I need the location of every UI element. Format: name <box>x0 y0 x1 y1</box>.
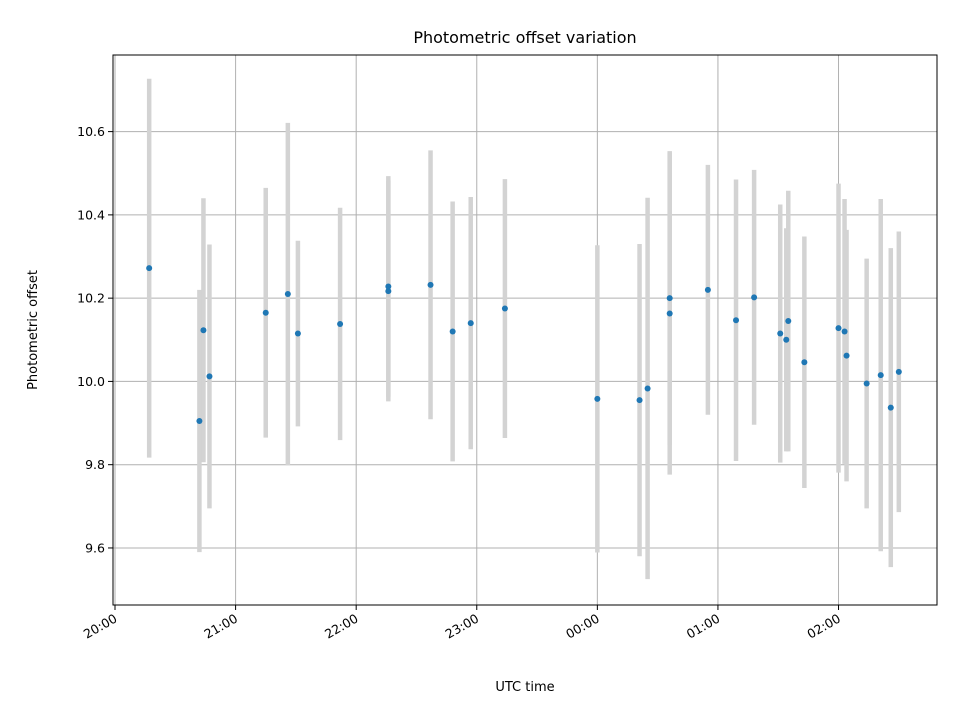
data-point <box>644 385 651 392</box>
plot-frame <box>112 54 938 606</box>
data-point <box>262 309 269 316</box>
data-point <box>704 286 711 293</box>
data-point <box>284 290 291 297</box>
y-tick-label: 9.8 <box>85 457 105 472</box>
data-point <box>501 305 508 312</box>
y-axis-label: Photometric offset <box>26 270 41 390</box>
y-tick-label: 10.6 <box>77 124 105 139</box>
data-point <box>427 281 434 288</box>
data-point <box>467 320 474 327</box>
data-point <box>294 330 301 337</box>
x-axis-label: UTC time <box>495 680 554 695</box>
data-point <box>636 397 643 404</box>
data-point <box>783 336 790 343</box>
data-point <box>385 288 392 295</box>
data-point <box>751 294 758 301</box>
y-axis: 9.6 9.8 10.0 10.2 10.4 10.6 <box>77 124 113 555</box>
data-point <box>835 325 842 332</box>
data-point <box>594 395 601 402</box>
data-point <box>666 310 673 317</box>
data-point <box>843 352 850 359</box>
data-points <box>146 265 902 424</box>
data-point <box>877 372 884 379</box>
data-point <box>733 317 740 324</box>
y-tick-label: 10.2 <box>77 291 105 306</box>
data-point <box>449 328 456 335</box>
data-point <box>206 373 213 380</box>
data-point <box>337 320 344 327</box>
data-point <box>196 417 203 424</box>
data-point <box>666 295 673 302</box>
data-point <box>895 368 902 375</box>
data-point <box>785 318 792 325</box>
data-point <box>801 359 808 366</box>
y-tick-label: 10.0 <box>77 374 105 389</box>
chart-title: Photometric offset variation <box>413 28 636 47</box>
data-point <box>200 327 207 334</box>
data-point <box>385 283 392 290</box>
data-point <box>841 328 848 335</box>
data-point <box>146 265 153 272</box>
data-point <box>887 404 894 411</box>
y-tick-label: 9.6 <box>85 540 105 555</box>
data-point <box>863 380 870 387</box>
y-tick-label: 10.4 <box>77 207 105 222</box>
data-point <box>777 330 784 337</box>
